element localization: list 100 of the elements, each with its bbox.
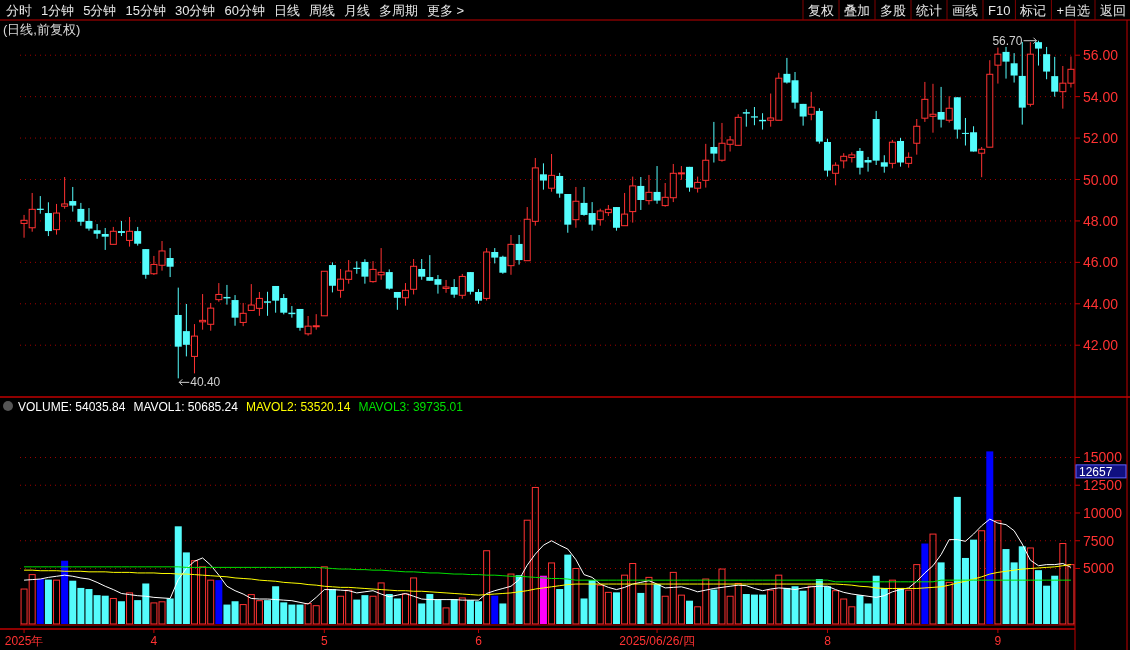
bar	[783, 587, 791, 624]
bar	[499, 603, 507, 624]
y-tick-label: 46.00	[1083, 254, 1119, 271]
line-series	[23, 566, 1072, 583]
y-tick-label: 42.00	[1083, 337, 1119, 354]
candlestick	[994, 47, 1002, 85]
bar	[921, 543, 929, 624]
y-tick-label: 12500	[1083, 477, 1123, 494]
text: 月线	[343, 3, 370, 18]
chart-title: VOLUME: 54035.84	[18, 400, 126, 414]
bar	[978, 530, 986, 625]
candlestick	[190, 323, 198, 374]
bar	[223, 604, 231, 624]
candlestick	[53, 203, 61, 236]
candlestick	[231, 294, 239, 327]
text: 日线	[273, 3, 300, 18]
bar	[515, 575, 523, 624]
candlestick	[572, 186, 580, 229]
bar	[483, 550, 491, 625]
candlestick	[134, 226, 142, 247]
candlestick	[69, 186, 77, 213]
bar	[215, 580, 223, 624]
bar	[945, 581, 953, 625]
line-series	[23, 518, 1072, 605]
candlestick	[410, 258, 418, 295]
candlestick	[612, 206, 620, 232]
candlestick	[888, 139, 896, 169]
candlestick	[61, 176, 69, 210]
candlestick	[637, 176, 645, 211]
bar	[328, 589, 336, 624]
candlestick	[645, 174, 653, 206]
bar	[442, 607, 450, 625]
bar	[458, 597, 466, 625]
candlestick	[466, 271, 474, 295]
candlestick	[710, 121, 718, 164]
candlestick	[215, 282, 223, 303]
y-tick-label: 54.00	[1083, 88, 1119, 105]
text: MAVOL1: 50685.24	[133, 400, 239, 414]
line-series	[23, 564, 1072, 596]
candlestick	[1051, 56, 1059, 98]
candlestick	[791, 71, 799, 110]
bar	[548, 562, 556, 625]
bar	[126, 592, 134, 625]
bar	[539, 575, 547, 624]
y-tick-label: 52.00	[1083, 130, 1119, 147]
candlestick	[621, 192, 629, 227]
candlestick	[702, 143, 710, 189]
candlestick	[93, 223, 101, 240]
bar	[53, 579, 61, 625]
bar	[450, 599, 458, 624]
y-tick-label: 48.00	[1083, 212, 1119, 229]
bar	[109, 597, 117, 625]
bar	[117, 601, 125, 624]
text: 多股	[880, 3, 906, 18]
x-tick-label: 4	[150, 634, 158, 648]
candlestick	[239, 302, 247, 327]
bar	[856, 595, 864, 624]
bar	[897, 587, 905, 624]
candlestick	[264, 291, 272, 317]
bar	[1026, 547, 1034, 625]
text: 5分钟	[83, 3, 117, 18]
text: 更多 >	[426, 3, 465, 18]
text: 分时	[6, 3, 32, 18]
candlestick	[507, 234, 515, 276]
candlestick	[653, 165, 661, 205]
bar	[888, 579, 896, 625]
text: 15分钟	[125, 3, 166, 18]
bar	[929, 533, 937, 625]
bar	[686, 600, 694, 624]
candlestick	[548, 153, 556, 193]
candlestick	[166, 247, 174, 278]
bar	[231, 601, 239, 624]
candlestick	[783, 57, 791, 85]
bar	[637, 592, 645, 624]
annotation: 56.70	[992, 33, 1023, 48]
candlestick	[44, 201, 52, 237]
y-tick-label: 7500	[1083, 532, 1115, 549]
candlestick	[101, 227, 109, 251]
bar	[807, 585, 815, 625]
x-tick-label: 2025年	[4, 634, 44, 648]
bar	[507, 573, 515, 625]
chart-title: (日线,前复权)	[3, 22, 81, 37]
text: 30分钟	[174, 3, 216, 18]
y-tick-label: 56.00	[1083, 47, 1119, 64]
candlestick	[450, 278, 458, 299]
bar	[491, 595, 499, 624]
y-tick-label: 5000	[1083, 560, 1115, 577]
bar	[986, 451, 994, 624]
text: 复权	[808, 3, 834, 18]
x-tick-label: 8	[824, 634, 832, 648]
x-tick-label: 2025/06/26/四	[619, 634, 695, 648]
candlestick	[418, 258, 426, 281]
bar	[36, 579, 44, 624]
bar	[612, 592, 620, 624]
text: 统计	[916, 3, 942, 18]
candlestick	[1002, 46, 1010, 80]
candlestick	[913, 118, 921, 156]
annotation: 40.40	[190, 375, 221, 390]
candlestick	[1010, 52, 1018, 84]
text: MAVOL3: 39735.01	[358, 400, 464, 414]
